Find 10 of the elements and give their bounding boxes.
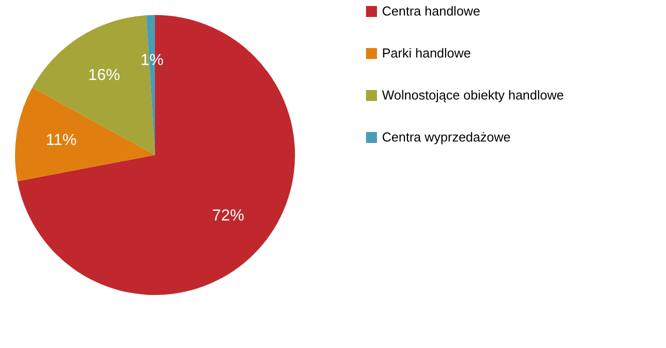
data-label: 72% (212, 208, 244, 225)
legend-label: Parki handlowe (382, 46, 471, 60)
legend-label: Centra handlowe (382, 4, 480, 18)
data-label: 11% (46, 132, 77, 150)
data-label: 1% (140, 52, 164, 70)
data-label: 16% (88, 66, 120, 84)
pie-slice (15, 88, 155, 182)
legend-label: Centra wyprzedażowe (382, 130, 511, 144)
pie-slice (17, 15, 295, 295)
legend-label: Wolnostojące obiekty handlowe (382, 88, 564, 102)
